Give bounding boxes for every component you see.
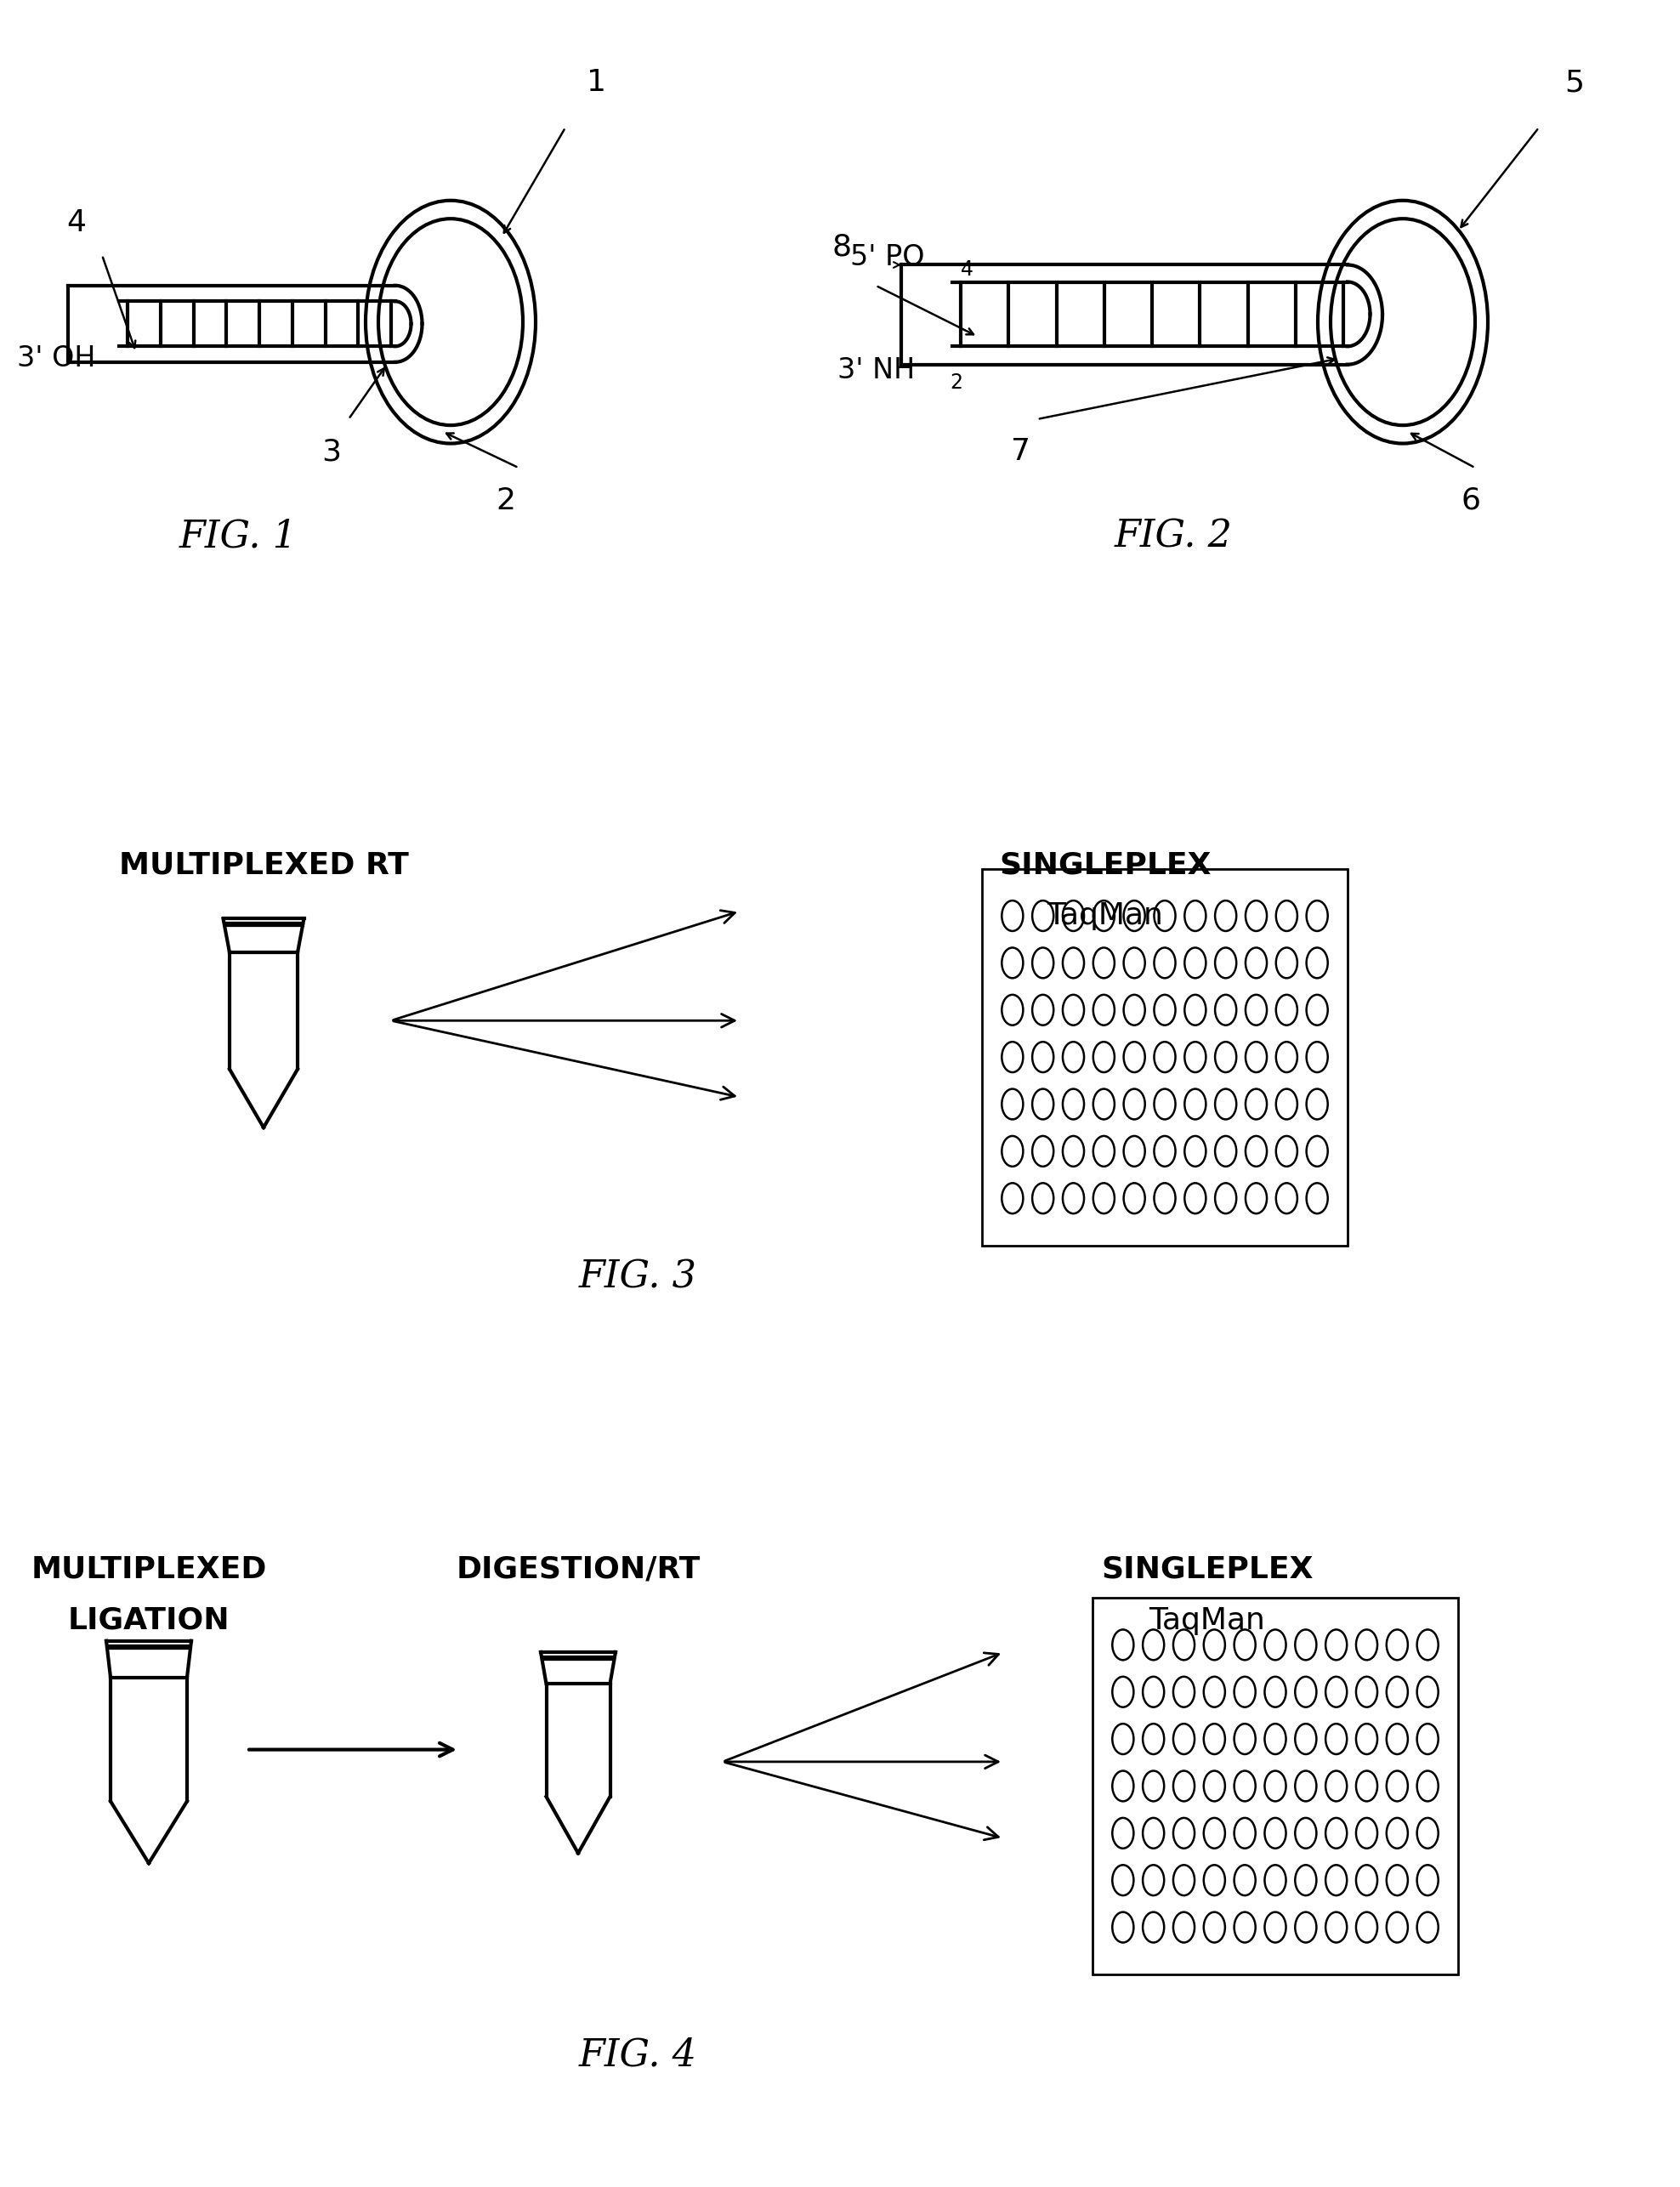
Text: 4: 4 bbox=[961, 260, 973, 280]
Text: 2: 2 bbox=[496, 486, 516, 514]
Text: 7: 7 bbox=[1010, 437, 1030, 466]
Text: SINGLEPLEX: SINGLEPLEX bbox=[1000, 851, 1211, 879]
Text: 3: 3 bbox=[323, 437, 341, 466]
Text: 6: 6 bbox=[1462, 486, 1480, 514]
Bar bbox=[983, 868, 1347, 1244]
Text: MULTIPLEXED: MULTIPLEXED bbox=[30, 1555, 267, 1583]
Text: 3' OH: 3' OH bbox=[17, 343, 96, 372]
Text: LIGATION: LIGATION bbox=[67, 1605, 230, 1636]
Text: TaqMan: TaqMan bbox=[1149, 1605, 1265, 1636]
Text: 1: 1 bbox=[586, 68, 606, 96]
Bar bbox=[1092, 1599, 1458, 1975]
Text: 4: 4 bbox=[67, 208, 86, 236]
Text: 5' PO: 5' PO bbox=[850, 243, 924, 271]
Text: FIG. 4: FIG. 4 bbox=[578, 2036, 697, 2073]
Text: 8: 8 bbox=[832, 232, 852, 260]
Text: 2: 2 bbox=[949, 372, 963, 394]
Text: TaqMan: TaqMan bbox=[1047, 901, 1164, 929]
Text: SINGLEPLEX: SINGLEPLEX bbox=[1100, 1555, 1314, 1583]
Text: MULTIPLEXED RT: MULTIPLEXED RT bbox=[119, 851, 408, 879]
Text: FIG. 3: FIG. 3 bbox=[578, 1260, 697, 1295]
Text: FIG. 1: FIG. 1 bbox=[180, 518, 297, 553]
Text: 5: 5 bbox=[1564, 68, 1584, 96]
Text: DIGESTION/RT: DIGESTION/RT bbox=[455, 1555, 701, 1583]
Text: 3' NH: 3' NH bbox=[837, 356, 916, 385]
Text: FIG. 2: FIG. 2 bbox=[1114, 518, 1233, 553]
